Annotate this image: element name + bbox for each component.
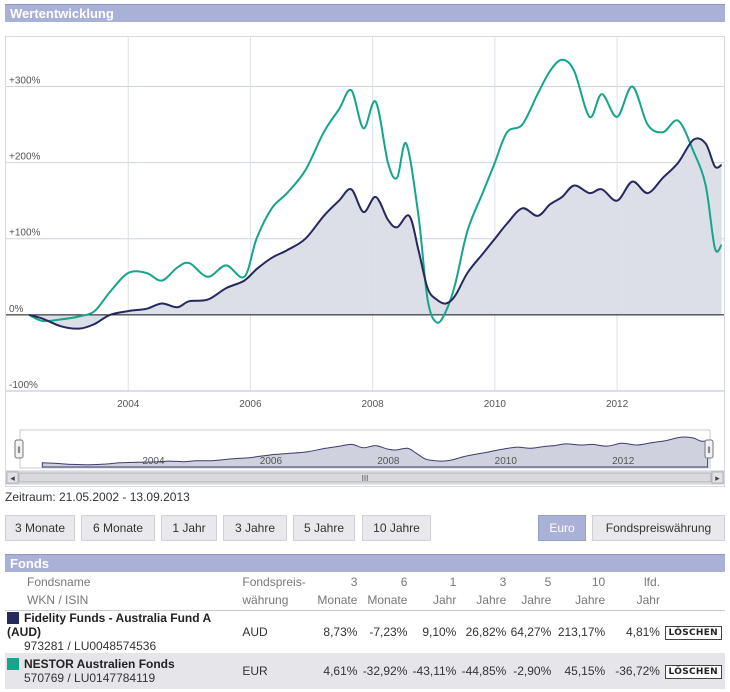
chart-svg[interactable]: +300%+200%+100%0%-100%2004 2006 2008 2010 20… [6,37,724,486]
date-range-label: Zeitraum: 21.05.2002 - 13.09.2013 [5,490,190,504]
y-tick-label: +300% [9,75,41,86]
period-10-years-button[interactable]: 10 Jahre [362,515,431,541]
perf-6-months: -7,23% [369,624,408,639]
funds-section-header: Fonds [5,554,725,572]
col-10-years: 10 Jahre [553,573,608,611]
scroll-thumb[interactable] [18,472,712,483]
fund-name[interactable]: NESTOR Australien Fonds [24,656,175,671]
x-tick-label: 2004 [117,399,140,410]
svg-text:‖: ‖ [707,445,711,455]
navigator-tick-label: 2004 [142,456,165,467]
series-line-fidelity[interactable] [28,137,723,330]
perf-5-years: -2,90% [508,652,554,689]
fund-ids: 570769 / LU0147784119 [24,670,156,685]
fund-name-cell: NESTOR Australien Fonds 570769 / LU01477… [5,652,241,689]
perf-3-months: 4,61% [307,652,360,689]
chart-section-title: Wertentwicklung [10,6,114,21]
scroll-right-button[interactable] [711,471,724,484]
y-tick-label: +200% [9,152,41,163]
funds-section-title: Fonds [10,556,49,571]
x-tick-label: 2012 [606,399,629,410]
col-ytd: lfd. Jahr [607,573,662,611]
y-tick-label: 0% [9,304,24,315]
period-3-months-button[interactable]: 3 Monate [5,515,75,541]
perf-3-months: 8,73% [323,624,358,639]
series-color-swatch [7,657,19,670]
series-line-nestor[interactable] [28,58,723,324]
x-tick-label: 2010 [484,399,507,410]
fund-name[interactable]: Fidelity Funds - Australia Fund A (AUD) [7,610,211,639]
table-header-row: Fondsname WKN / ISIN Fondspreis- währung… [5,573,725,611]
currency-fund-button[interactable]: Fondspreiswährung [592,515,725,541]
scroll-grip-icon: III [362,474,369,483]
perf-ytd: -36,72% [607,652,662,689]
period-1-year-button[interactable]: 1 Jahr [161,515,217,541]
perf-1-year: 9,10% [422,624,457,639]
x-tick-label: 2008 [362,399,385,410]
col-3-years: 3 Jahre [458,573,509,611]
col-5-years: 5 Jahre [508,573,554,611]
fund-currency: AUD [242,624,268,639]
funds-table: Fondsname WKN / ISIN Fondspreis- währung… [5,573,725,689]
series-color-swatch [7,611,19,624]
col-fund-name: Fondsname WKN / ISIN [5,573,241,611]
perf-3-years: 26,82% [465,624,507,639]
perf-3-years: -44,85% [458,652,509,689]
navigator-left-handle[interactable]: ‖ [14,439,24,459]
fund-currency: EUR [240,652,308,689]
navigator-scrollbar[interactable]: ◂ ▸ III [6,470,724,485]
fund-name-cell: Fidelity Funds - Australia Fund A (AUD) … [5,610,240,653]
period-3-years-button[interactable]: 3 Jahre [223,515,287,541]
series-area-fidelity [29,138,722,329]
range-navigator[interactable]: 2004 2006 2008 2010 2012 ‖ ‖ [14,429,714,469]
delete-fund-button[interactable]: LÖSCHEN [664,664,722,679]
plot-labels: +300% +200% +100% 0% -100% 2004 2006 2008 2010 20… [9,75,629,410]
navigator-area [41,436,709,468]
scroll-left-button[interactable] [6,471,19,484]
fund-ids: 973281 / LU0048574536 [24,638,157,653]
period-6-months-button[interactable]: 6 Monate [81,515,155,541]
fund-row: Fidelity Funds - Australia Fund A (AUD) … [5,610,725,653]
perf-6-months: -32,92% [359,652,410,689]
navigator-tick-label: 2006 [260,456,283,467]
period-5-years-button[interactable]: 5 Jahre [293,515,355,541]
col-actions [661,573,725,611]
scroll-left-icon: ◂ [10,474,15,484]
scroll-right-icon: ▸ [715,474,720,484]
perf-10-years: 213,17% [557,624,606,639]
col-1-year: 1 Jahr [409,573,459,611]
perf-10-years: 45,15% [553,652,608,689]
navigator-labels: 2004 2006 2008 2010 2012 [142,456,634,467]
svg-text:‖: ‖ [17,445,21,455]
navigator-tick-label: 2012 [612,456,635,467]
chart-section-header: Wertentwicklung [5,4,725,22]
performance-chart[interactable]: +300% +200% +100% 0% -100% 2004 2006 2008 2010 20… [5,36,725,487]
y-tick-label: -100% [9,380,38,391]
delete-fund-button[interactable]: LÖSCHEN [664,625,722,640]
perf-5-years: 64,27% [510,624,552,639]
navigator-right-handle[interactable]: ‖ [704,439,714,459]
x-tick-label: 2006 [239,399,262,410]
currency-euro-button[interactable]: Euro [538,515,586,541]
fund-row: NESTOR Australien Fonds 570769 / LU01477… [5,652,725,689]
navigator-tick-label: 2008 [377,456,400,467]
perf-1-year: -43,11% [409,652,459,689]
col-6-months: 6 Monate [359,573,410,611]
col-currency: Fondspreis- währung [240,573,308,611]
col-3-months: 3 Monate [307,573,360,611]
navigator-tick-label: 2010 [495,456,518,467]
perf-ytd: 4,81% [625,624,660,639]
plot-series [6,58,724,330]
y-tick-label: +100% [9,228,41,239]
